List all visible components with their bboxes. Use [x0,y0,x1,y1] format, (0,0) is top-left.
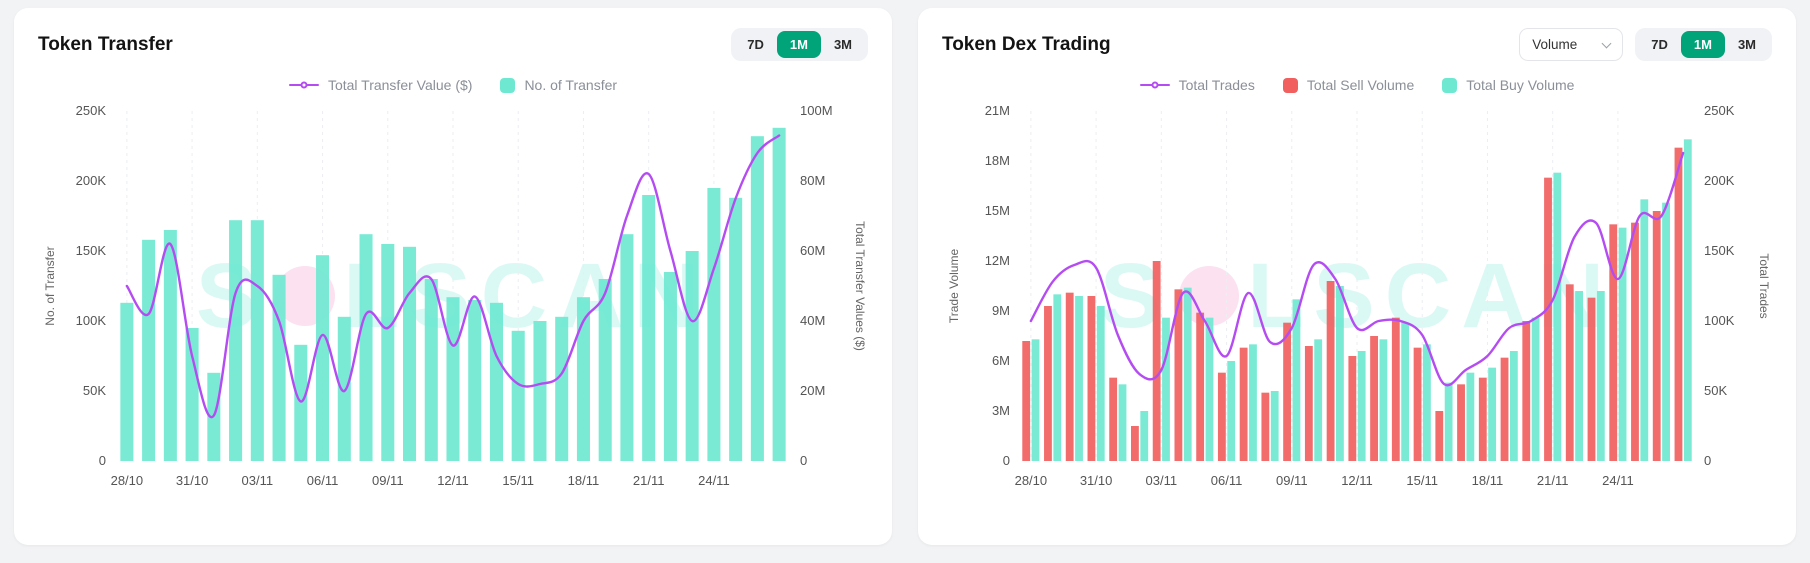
svg-text:60M: 60M [800,243,825,258]
svg-text:Total Transfer Values ($): Total Transfer Values ($) [853,221,867,351]
legend-label: Total Buy Volume [1466,77,1575,93]
svg-text:3M: 3M [992,403,1010,418]
svg-text:28/10: 28/10 [1015,473,1048,488]
svg-text:09/11: 09/11 [372,473,404,488]
svg-text:18/11: 18/11 [1472,473,1504,488]
svg-text:0: 0 [1003,453,1010,468]
teal-swatch-icon [500,77,516,93]
svg-text:21/11: 21/11 [1537,473,1569,488]
line-marker-icon [288,79,319,91]
svg-text:9M: 9M [992,303,1010,318]
token-dex-trading-card: Token Dex Trading Volume 7D 1M 3M Total … [918,8,1796,545]
svg-text:40M: 40M [800,313,825,328]
legend-total-sell-volume[interactable]: Total Sell Volume [1282,77,1415,93]
page-title: Token Dex Trading [942,33,1111,55]
red-swatch-icon [1282,77,1298,93]
range-7d-button[interactable]: 7D [734,31,777,58]
svg-text:50K: 50K [1704,383,1727,398]
svg-text:03/11: 03/11 [1146,473,1178,488]
legend-label: Total Trades [1178,77,1255,93]
svg-text:6M: 6M [992,353,1010,368]
token-dex-trading-header: Token Dex Trading Volume 7D 1M 3M [942,28,1772,61]
range-3m-button[interactable]: 3M [1725,31,1769,58]
volume-dropdown[interactable]: Volume [1519,28,1624,61]
line-marker-icon [1139,79,1170,91]
svg-text:Trade Volume: Trade Volume [947,249,961,324]
token-transfer-controls: 7D 1M 3M [731,28,868,61]
svg-text:100K: 100K [76,313,107,328]
legend-total-trades[interactable]: Total Trades [1139,77,1255,93]
legend-no-of-transfer[interactable]: No. of Transfer [500,77,617,93]
svg-text:15M: 15M [985,203,1010,218]
svg-text:28/10: 28/10 [111,473,144,488]
svg-text:15/11: 15/11 [1406,473,1438,488]
legend-label: Total Sell Volume [1306,77,1415,93]
svg-text:150K: 150K [76,243,107,258]
svg-text:150K: 150K [1704,243,1735,258]
svg-text:250K: 250K [1704,103,1735,118]
range-toggle: 7D 1M 3M [1635,28,1772,61]
svg-text:100M: 100M [800,103,833,118]
teal-swatch-icon [1442,77,1458,93]
svg-text:100K: 100K [1704,313,1735,328]
svg-text:12/11: 12/11 [437,473,469,488]
page-title: Token Transfer [38,33,173,55]
svg-text:15/11: 15/11 [502,473,534,488]
range-toggle: 7D 1M 3M [731,28,868,61]
chevron-down-icon [1601,38,1612,48]
range-3m-button[interactable]: 3M [821,31,865,58]
svg-text:06/11: 06/11 [307,473,339,488]
svg-text:200K: 200K [76,173,107,188]
token-transfer-chart: 28/10 31/10 03/11 06/11 09/11 12/11 15/11 18/11… [43,103,867,488]
svg-text:Total Trades: Total Trades [1757,253,1771,318]
token-dex-chart-area: S LSCAN 28/10 31/10 03/11 06/11 09/11 12/11 15/… [942,97,1772,495]
svg-text:200K: 200K [1704,173,1735,188]
range-1m-button[interactable]: 1M [1680,31,1725,58]
token-transfer-header: Token Transfer 7D 1M 3M [38,28,868,61]
svg-text:06/11: 06/11 [1211,473,1243,488]
svg-text:0: 0 [99,453,106,468]
volume-dropdown-value: Volume [1532,37,1578,52]
svg-text:24/11: 24/11 [1602,473,1634,488]
svg-text:250K: 250K [76,103,107,118]
svg-text:24/11: 24/11 [698,473,730,488]
svg-text:No. of Transfer: No. of Transfer [43,246,57,325]
svg-text:21/11: 21/11 [633,473,665,488]
svg-text:12/11: 12/11 [1341,473,1373,488]
svg-text:31/10: 31/10 [1080,473,1113,488]
svg-text:80M: 80M [800,173,825,188]
svg-text:21M: 21M [985,103,1010,118]
svg-text:31/10: 31/10 [176,473,209,488]
svg-text:18/11: 18/11 [568,473,600,488]
token-dex-legend: Total Trades Total Sell Volume Total Buy… [942,77,1772,93]
legend-total-buy-volume[interactable]: Total Buy Volume [1442,77,1574,93]
token-transfer-card: Token Transfer 7D 1M 3M Total Transfer V… [14,8,892,545]
token-dex-controls: Volume 7D 1M 3M [1519,28,1772,61]
svg-text:0: 0 [1704,453,1711,468]
token-dex-trading-chart: 28/10 31/10 03/11 06/11 09/11 12/11 15/11 18/11… [947,103,1771,488]
svg-text:0: 0 [800,453,807,468]
legend-total-transfer-value[interactable]: Total Transfer Value ($) [288,77,473,93]
svg-text:03/11: 03/11 [242,473,274,488]
svg-text:20M: 20M [800,383,825,398]
svg-text:18M: 18M [985,153,1010,168]
svg-text:09/11: 09/11 [1276,473,1308,488]
legend-label: No. of Transfer [524,77,618,93]
svg-text:50K: 50K [83,383,106,398]
svg-text:12M: 12M [985,253,1010,268]
range-1m-button[interactable]: 1M [776,31,821,58]
legend-label: Total Transfer Value ($) [327,77,473,93]
token-transfer-legend: Total Transfer Value ($) No. of Transfer [38,77,868,93]
range-7d-button[interactable]: 7D [1638,31,1681,58]
